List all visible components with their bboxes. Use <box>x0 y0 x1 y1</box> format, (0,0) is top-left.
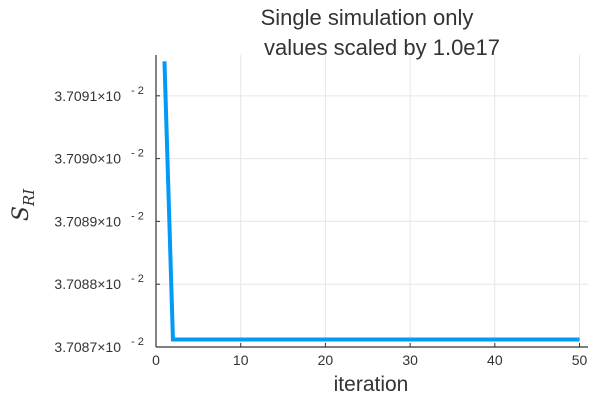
y-axis-label-subscript: RI <box>20 188 38 207</box>
y-tick-label: 3.7087×10 <box>54 339 121 355</box>
x-tick-label: 0 <box>152 352 160 368</box>
y-tick-label: 3.7091×10 <box>54 88 121 104</box>
x-tick-label: 20 <box>318 352 334 368</box>
y-tick-exponent: - 2 <box>131 336 144 348</box>
y-tick-exponent: - 2 <box>131 85 144 97</box>
x-tick-label: 50 <box>572 352 588 368</box>
x-ticks: 0 10 20 30 40 50 <box>152 343 588 368</box>
y-tick-exponent: - 2 <box>131 210 144 222</box>
axes <box>155 55 588 348</box>
x-tick-label: 10 <box>233 352 249 368</box>
x-axis-label: iteration <box>334 373 409 396</box>
x-tick-label: 40 <box>487 352 503 368</box>
series <box>162 61 580 342</box>
y-tick-label: 3.7089×10 <box>54 213 121 229</box>
y-tick-exponent: - 2 <box>131 273 144 285</box>
series-line <box>162 61 580 342</box>
grid <box>155 55 588 348</box>
y-ticks: 3.7087×10 - 2 3.7088×10 - 2 3.7089×10 - 2 3.70… <box>54 85 160 355</box>
y-tick-exponent: - 2 <box>131 148 144 160</box>
y-tick-label: 3.7088×10 <box>54 276 121 292</box>
chart-title-line-1: Single simulation only <box>261 5 474 30</box>
chart-title-line-2: values scaled by 1.0e17 <box>264 35 500 60</box>
y-axis-label: SRI <box>9 188 38 221</box>
x-tick-label: 30 <box>402 352 418 368</box>
y-axis-label-main: S <box>9 206 34 221</box>
y-tick-label: 3.7090×10 <box>54 151 121 167</box>
